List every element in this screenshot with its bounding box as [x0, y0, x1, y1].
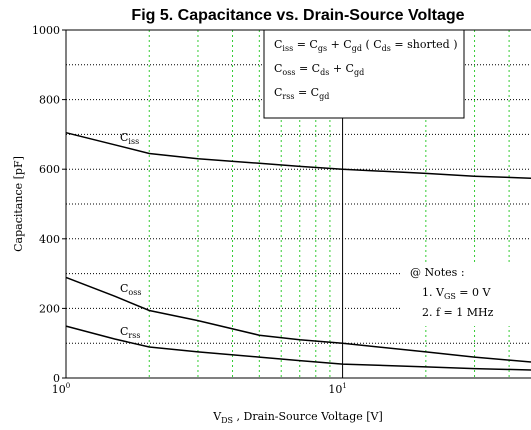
note: 1. VGS = 0 V	[422, 286, 492, 301]
x-tick-label: 101	[328, 382, 346, 396]
text-part: gd	[352, 44, 362, 53]
y-tick-label: 200	[39, 302, 60, 315]
text-part: GS	[444, 292, 456, 301]
text-part: = C	[293, 38, 318, 51]
text-part: iss	[128, 137, 139, 146]
text-part: DS	[221, 416, 233, 425]
text-part: oss	[128, 288, 141, 297]
y-tick-label: 600	[39, 163, 60, 176]
line	[65, 276, 531, 363]
x-tick-label: 100	[52, 382, 70, 396]
text-part: + C	[329, 62, 354, 75]
text-part: C	[120, 282, 128, 295]
chart-title: Fig 5. Capacitance vs. Drain-Source Volt…	[131, 7, 464, 24]
text-part: gd	[319, 92, 329, 101]
text-part: = C	[294, 86, 319, 99]
text-part: C	[120, 131, 128, 144]
text-part: 1. V	[422, 286, 445, 299]
text-part: C	[274, 38, 282, 51]
formula: Crss = Cgd	[274, 86, 329, 101]
series-label: Coss	[120, 282, 141, 297]
tick-base: 10	[52, 383, 66, 396]
y-tick-label: 800	[39, 94, 60, 107]
text-part: ds	[320, 68, 329, 77]
text-part: oss	[282, 68, 295, 77]
text-part: C	[120, 325, 128, 338]
text-part: rss	[128, 331, 140, 340]
tick-base: 10	[328, 383, 342, 396]
tick-exp: 1	[342, 382, 346, 390]
series-label: Ciss	[120, 131, 139, 146]
notes-title: @ Notes :	[410, 266, 465, 279]
x-axis-label: VDS , Drain-Source Voltage [V]	[212, 410, 383, 425]
text-part: C	[274, 62, 282, 75]
text-part: + C	[327, 38, 352, 51]
tick-exp: 0	[66, 382, 70, 390]
notes-bg	[402, 262, 531, 326]
note: 2. f = 1 MHz	[422, 306, 494, 319]
text-part: C	[274, 86, 282, 99]
formula: Coss = Cds + Cgd	[274, 62, 364, 77]
legend-box	[263, 29, 465, 119]
y-tick-label: 1000	[32, 24, 60, 37]
text-part: = C	[295, 62, 320, 75]
text-part: , Drain-Source Voltage [V]	[233, 410, 383, 423]
text-part: 2. f = 1 MHz	[422, 306, 494, 319]
text-part: rss	[282, 92, 294, 101]
text-part: ( C	[362, 38, 382, 51]
line	[65, 131, 531, 179]
text-part: iss	[282, 44, 293, 53]
y-tick-label: 0	[53, 372, 60, 385]
text-part: gs	[318, 44, 327, 53]
text-part: = shorted )	[391, 38, 458, 51]
text-part: gd	[354, 68, 364, 77]
text-part: = 0 V	[456, 286, 492, 299]
series-label: Crss	[120, 325, 140, 340]
text-part: ds	[382, 44, 391, 53]
text-part: V	[212, 410, 222, 423]
y-axis-label: Capacitance [pF]	[12, 156, 25, 252]
formula: Ciss = Cgs + Cgd ( Cds = shorted )	[274, 38, 458, 53]
line	[65, 325, 531, 371]
y-tick-label: 400	[39, 233, 60, 246]
